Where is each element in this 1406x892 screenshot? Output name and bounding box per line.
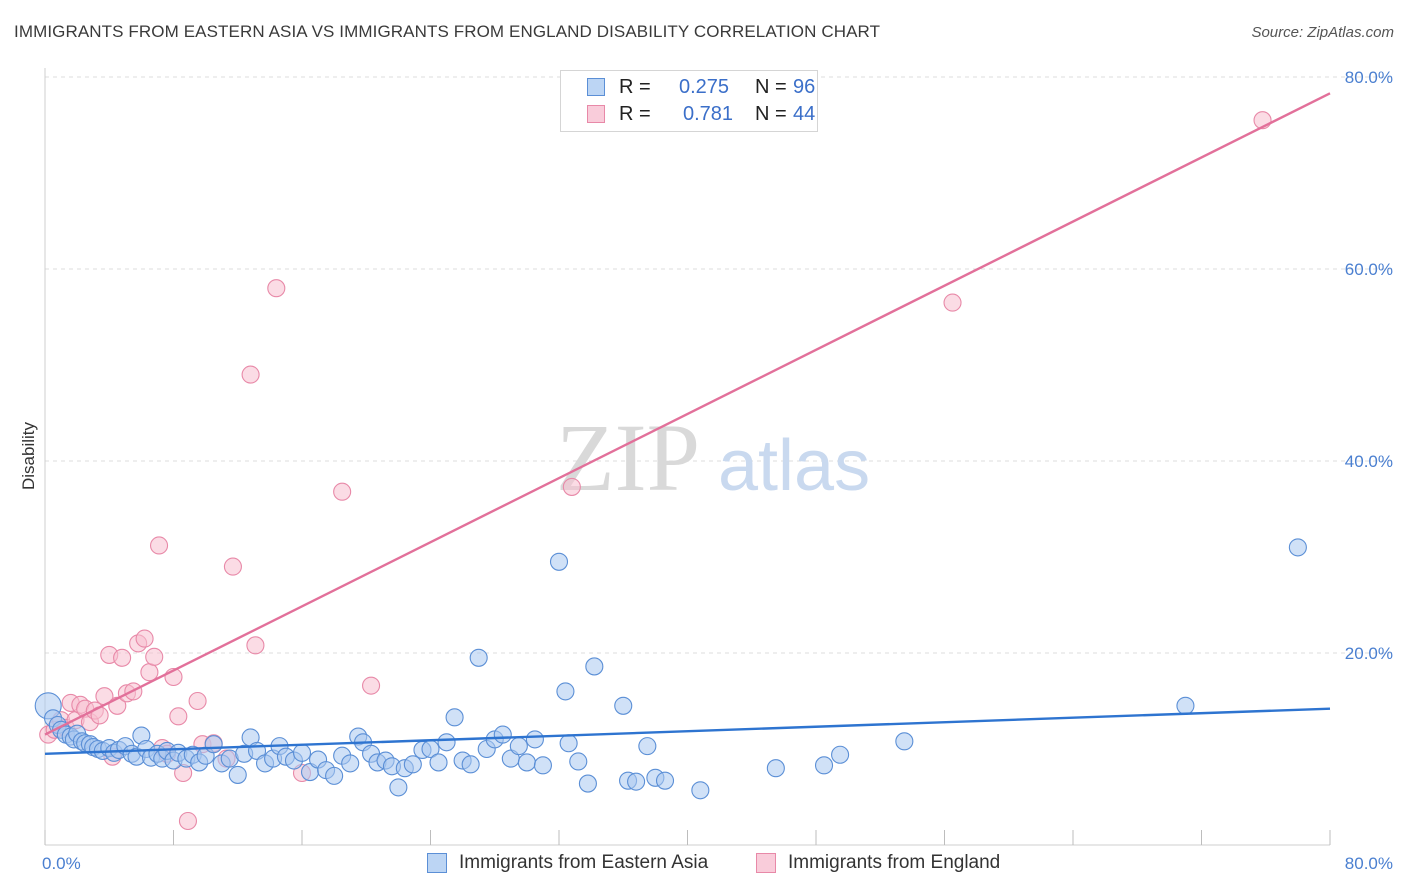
y-axis-title: Disability [19, 421, 38, 490]
eastern-asia-point [325, 766, 344, 785]
legend-r-value: 0.781 [683, 103, 734, 125]
legend-r-value: 0.275 [679, 76, 730, 98]
eastern-asia-point [204, 735, 223, 754]
legend-r-label: R = [619, 103, 651, 125]
series-eastern-asia-points [34, 538, 1307, 800]
eastern-asia-point [569, 752, 588, 771]
source-label: Source: ZipAtlas.com [1251, 24, 1394, 41]
eastern-asia-point [493, 725, 512, 744]
legend-n-label: N = [755, 76, 787, 98]
legend-swatch-pink [756, 853, 776, 873]
y-tick-label: 20.0% [1345, 644, 1393, 663]
eastern-asia-point [1288, 538, 1307, 557]
eastern-asia-point [469, 648, 488, 667]
england-point [145, 647, 164, 666]
trend-line-eastern-asia [44, 707, 1331, 755]
eastern-asia-point [228, 765, 247, 784]
eastern-asia-point [533, 756, 552, 775]
eastern-asia-point [437, 733, 456, 752]
watermark-zip: ZIP [556, 404, 700, 511]
eastern-asia-point [895, 732, 914, 751]
legend-swatch-blue [427, 853, 447, 873]
england-point [135, 629, 154, 648]
eastern-asia-point [517, 753, 536, 772]
chart-title: IMMIGRANTS FROM EASTERN ASIA VS IMMIGRAN… [14, 22, 881, 41]
trend-line-england [44, 92, 1331, 736]
legend-swatch-blue [587, 78, 605, 96]
stats-legend: R = 0.275 N = 96 R = 0.781 N = 44 [560, 70, 818, 132]
england-point [113, 648, 132, 667]
y-tick-label: 80.0% [1345, 68, 1393, 87]
eastern-asia-point [559, 734, 578, 753]
england-point [223, 557, 242, 576]
eastern-asia-point [341, 754, 360, 773]
legend-r-label: R = [619, 76, 651, 98]
eastern-asia-point [691, 781, 710, 800]
england-point [943, 293, 962, 312]
eastern-asia-point [655, 771, 675, 790]
legend-n-label: N = [755, 103, 787, 125]
england-point [246, 636, 265, 655]
x-tick-label: 0.0% [42, 854, 81, 873]
eastern-asia-point [556, 682, 575, 701]
x-tick-label: 80.0% [1345, 854, 1393, 873]
england-point [188, 691, 207, 711]
legend-swatch-pink [587, 105, 605, 123]
eastern-asia-point [429, 753, 448, 772]
eastern-asia-point [461, 755, 480, 774]
y-tick-label: 40.0% [1345, 452, 1393, 471]
eastern-asia-point [403, 755, 422, 774]
eastern-asia-point [509, 737, 528, 756]
grid-lines [45, 76, 1392, 654]
eastern-asia-point [389, 778, 408, 797]
eastern-asia-point [831, 745, 850, 764]
england-point [169, 707, 188, 726]
watermark-atlas: atlas [718, 426, 870, 506]
legend-label: Immigrants from England [788, 852, 1001, 873]
legend-label: Immigrants from Eastern Asia [459, 852, 709, 873]
eastern-asia-point [549, 552, 569, 571]
eastern-asia-point [292, 743, 312, 762]
england-point [178, 811, 198, 831]
tick-labels: 20.0% 40.0% 60.0% 80.0% 0.0% 80.0% [42, 68, 1393, 873]
england-point [140, 663, 159, 682]
eastern-asia-point [814, 756, 834, 775]
england-point [241, 365, 260, 384]
eastern-asia-point [614, 696, 633, 715]
england-point [267, 279, 286, 298]
eastern-asia-point [585, 657, 604, 676]
england-point [149, 536, 169, 555]
legend-n-value: 44 [793, 103, 816, 125]
eastern-asia-point [638, 737, 657, 756]
england-point [333, 482, 352, 501]
eastern-asia-point [1176, 696, 1195, 715]
eastern-asia-point [525, 730, 544, 749]
eastern-asia-point [627, 772, 646, 791]
england-point [562, 477, 581, 496]
y-tick-label: 60.0% [1345, 260, 1393, 279]
eastern-asia-point [445, 708, 464, 727]
watermark: ZIP atlas [556, 404, 870, 511]
england-point [362, 676, 381, 695]
eastern-asia-point [578, 774, 597, 793]
trend-lines [44, 92, 1331, 755]
legend-n-value: 96 [793, 76, 816, 98]
eastern-asia-point [766, 759, 785, 778]
